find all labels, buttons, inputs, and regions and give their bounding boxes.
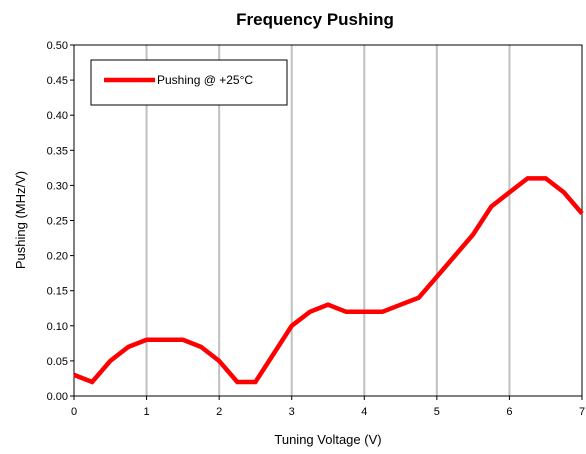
x-tick-label: 3: [289, 406, 295, 418]
y-tick-label: 0.15: [47, 286, 68, 298]
y-tick-label: 0.20: [47, 251, 68, 263]
y-tick-label: 0.45: [47, 75, 68, 87]
x-axis-label: Tuning Voltage (V): [274, 432, 381, 447]
x-tick-label: 2: [216, 406, 222, 418]
legend-box: [90, 59, 288, 106]
y-tick-label: 0.40: [47, 110, 68, 122]
y-tick-label: 0.00: [47, 391, 68, 403]
y-tick-label: 0.35: [47, 145, 68, 157]
y-tick-label: 0.30: [47, 180, 68, 192]
x-tick-label: 4: [361, 406, 367, 418]
series-line: [73, 176, 584, 385]
y-tick-label: 0.25: [47, 216, 68, 228]
y-axis-label: Pushing (MHz/V): [13, 171, 28, 269]
x-tick-label: 0: [71, 406, 77, 418]
chart-title: Frequency Pushing: [236, 10, 394, 29]
x-tick-label: 5: [434, 406, 440, 418]
plot-area: 0.00 0.05 0.10 0.15 0.20 0.25 0.30 0.35 0.40 0.45…: [47, 40, 585, 418]
y-tick-label: 0.10: [47, 321, 68, 333]
legend-label: Pushing @ +25°C: [157, 73, 253, 87]
x-tick-label: 7: [579, 406, 585, 418]
y-tick-label: 0.50: [47, 40, 68, 52]
x-tick-label: 1: [144, 406, 150, 418]
x-tick-label: 6: [506, 406, 512, 418]
y-tick-label: 0.05: [47, 356, 68, 368]
